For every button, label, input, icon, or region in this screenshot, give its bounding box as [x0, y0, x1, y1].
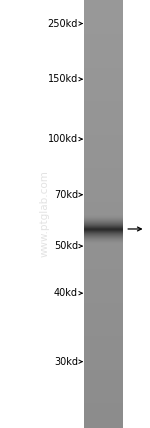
Text: 150kd: 150kd — [48, 74, 78, 84]
Text: 250kd: 250kd — [48, 18, 78, 29]
Text: 70kd: 70kd — [54, 190, 78, 200]
Text: 50kd: 50kd — [54, 241, 78, 251]
Text: www.ptglab.com: www.ptglab.com — [40, 171, 50, 257]
Text: 40kd: 40kd — [54, 288, 78, 298]
Text: 30kd: 30kd — [54, 357, 78, 367]
Text: 100kd: 100kd — [48, 134, 78, 144]
